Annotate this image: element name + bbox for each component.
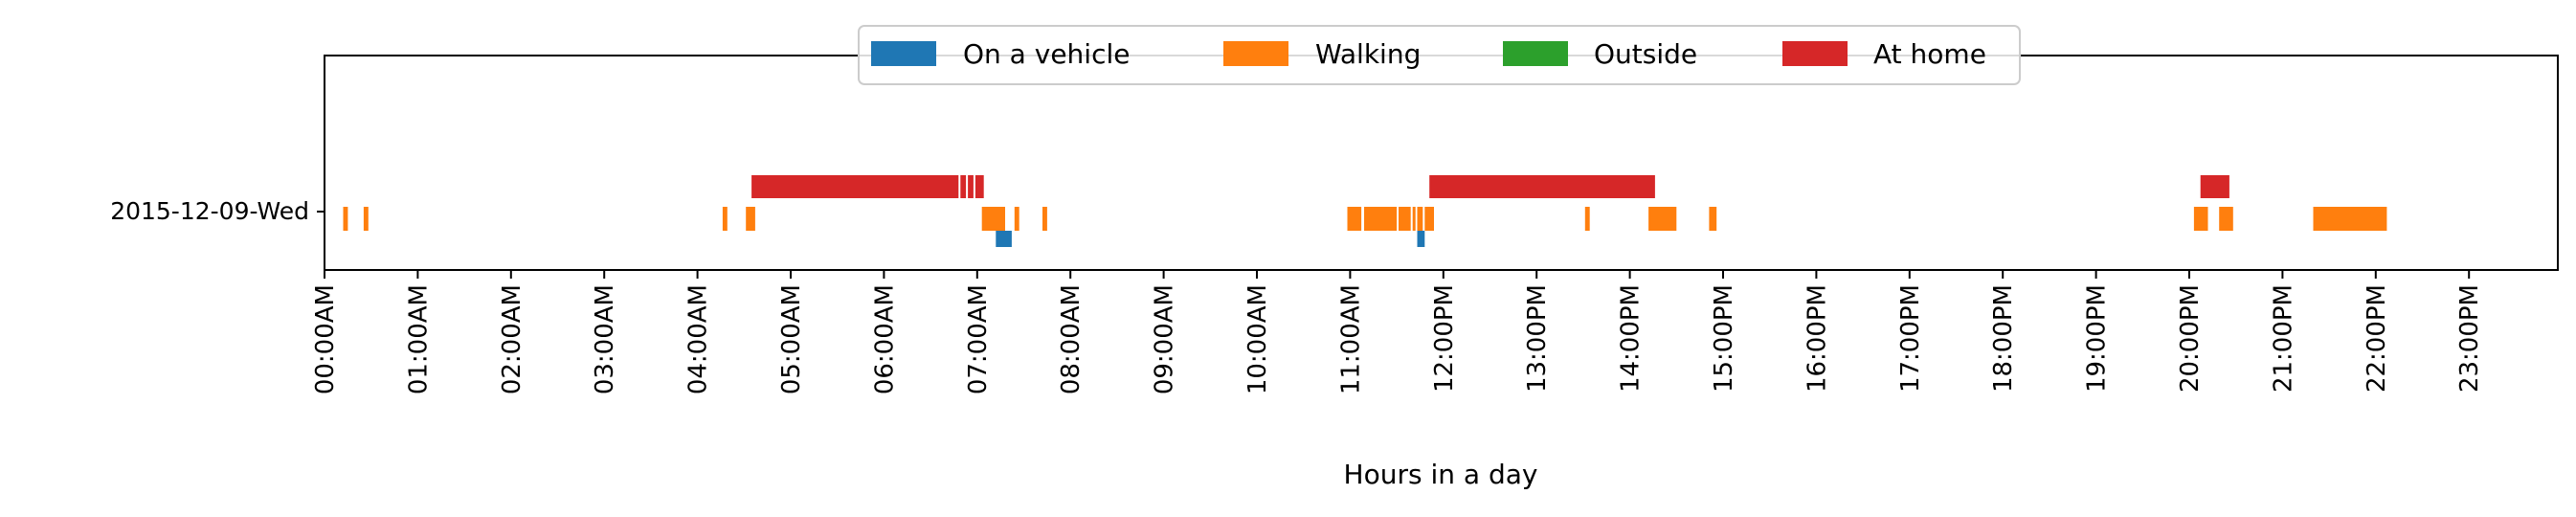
legend-label-on-a-vehicle: On a vehicle [963, 38, 1130, 70]
bar-walking [1424, 207, 1434, 231]
plot-frame [324, 55, 2559, 271]
y-tick-label: 2015-12-09-Wed [110, 197, 309, 225]
bar-on-a-vehicle [996, 231, 1012, 247]
x-tick-label: 03:00AM [591, 284, 619, 394]
bar-walking [343, 207, 348, 231]
legend-swatch-at-home [1782, 41, 1848, 66]
x-tick-label: 19:00PM [2083, 284, 2112, 393]
y-axis: 2015-12-09-Wed [110, 197, 325, 225]
x-axis-label: Hours in a day [1344, 459, 1538, 490]
bar-at-home [974, 175, 984, 198]
bar-walking [1364, 207, 1398, 231]
x-tick-label: 11:00AM [1336, 284, 1365, 394]
bar-walking [746, 207, 755, 231]
bar-walking [1042, 207, 1047, 231]
x-tick-label: 02:00AM [498, 284, 526, 394]
bar-walking [2313, 207, 2387, 231]
legend-swatch-outside [1503, 41, 1568, 66]
bar-at-home [1429, 175, 1655, 198]
bar-at-home [751, 175, 959, 198]
x-tick-label: 14:00PM [1617, 284, 1646, 393]
x-tick-label: 09:00AM [1151, 284, 1179, 394]
x-tick-label: 07:00AM [964, 284, 993, 394]
x-tick-label: 00:00AM [311, 284, 340, 394]
x-axis: 00:00AM 01:00AM 02:00AM 03:00AM 04:00AM 05:00… [311, 270, 2484, 394]
x-tick-label: 20:00PM [2176, 284, 2205, 393]
bar-walking [1709, 207, 1717, 231]
legend-label-outside: Outside [1594, 38, 1697, 70]
legend-frame [858, 25, 2021, 85]
x-tick-label: 08:00AM [1057, 284, 1086, 394]
x-tick-label: 17:00PM [1896, 284, 1925, 393]
bar-at-home [968, 175, 974, 198]
x-tick-label: 05:00AM [777, 284, 806, 394]
bar-walking [1014, 207, 1019, 231]
bar-walking [1417, 207, 1423, 231]
bar-walking [2219, 207, 2233, 231]
bar-walking [1412, 207, 1416, 231]
x-tick-label: 22:00PM [2363, 284, 2391, 393]
x-tick-label: 06:00AM [870, 284, 899, 394]
activity-bars [343, 175, 2387, 247]
bar-walking [722, 207, 728, 231]
bar-on-a-vehicle [1417, 231, 1425, 247]
x-tick-label: 21:00PM [2269, 284, 2297, 393]
x-tick-label: 16:00PM [1803, 284, 1831, 393]
legend-label-walking: Walking [1315, 38, 1421, 70]
bar-walking [1399, 207, 1411, 231]
bar-at-home [960, 175, 967, 198]
bar-at-home [2200, 175, 2229, 198]
legend-label-at-home: At home [1873, 38, 1986, 70]
bar-walking [2193, 207, 2208, 231]
bar-walking [363, 207, 369, 231]
bar-walking [1584, 207, 1590, 231]
x-tick-label: 18:00PM [1989, 284, 2018, 393]
bar-walking [1648, 207, 1677, 231]
x-tick-label: 12:00PM [1430, 284, 1459, 393]
bar-walking [1347, 207, 1362, 231]
x-tick-label: 01:00AM [404, 284, 433, 394]
legend: On a vehicle Walking Outside At home [858, 25, 2021, 85]
x-tick-label: 15:00PM [1710, 284, 1738, 393]
x-tick-label: 23:00PM [2455, 284, 2484, 393]
legend-swatch-on-a-vehicle [871, 41, 936, 66]
x-tick-label: 10:00AM [1243, 284, 1272, 394]
x-tick-label: 04:00AM [684, 284, 713, 394]
bar-walking [981, 207, 1005, 231]
x-tick-label: 13:00PM [1523, 284, 1552, 393]
legend-swatch-walking [1223, 41, 1288, 66]
